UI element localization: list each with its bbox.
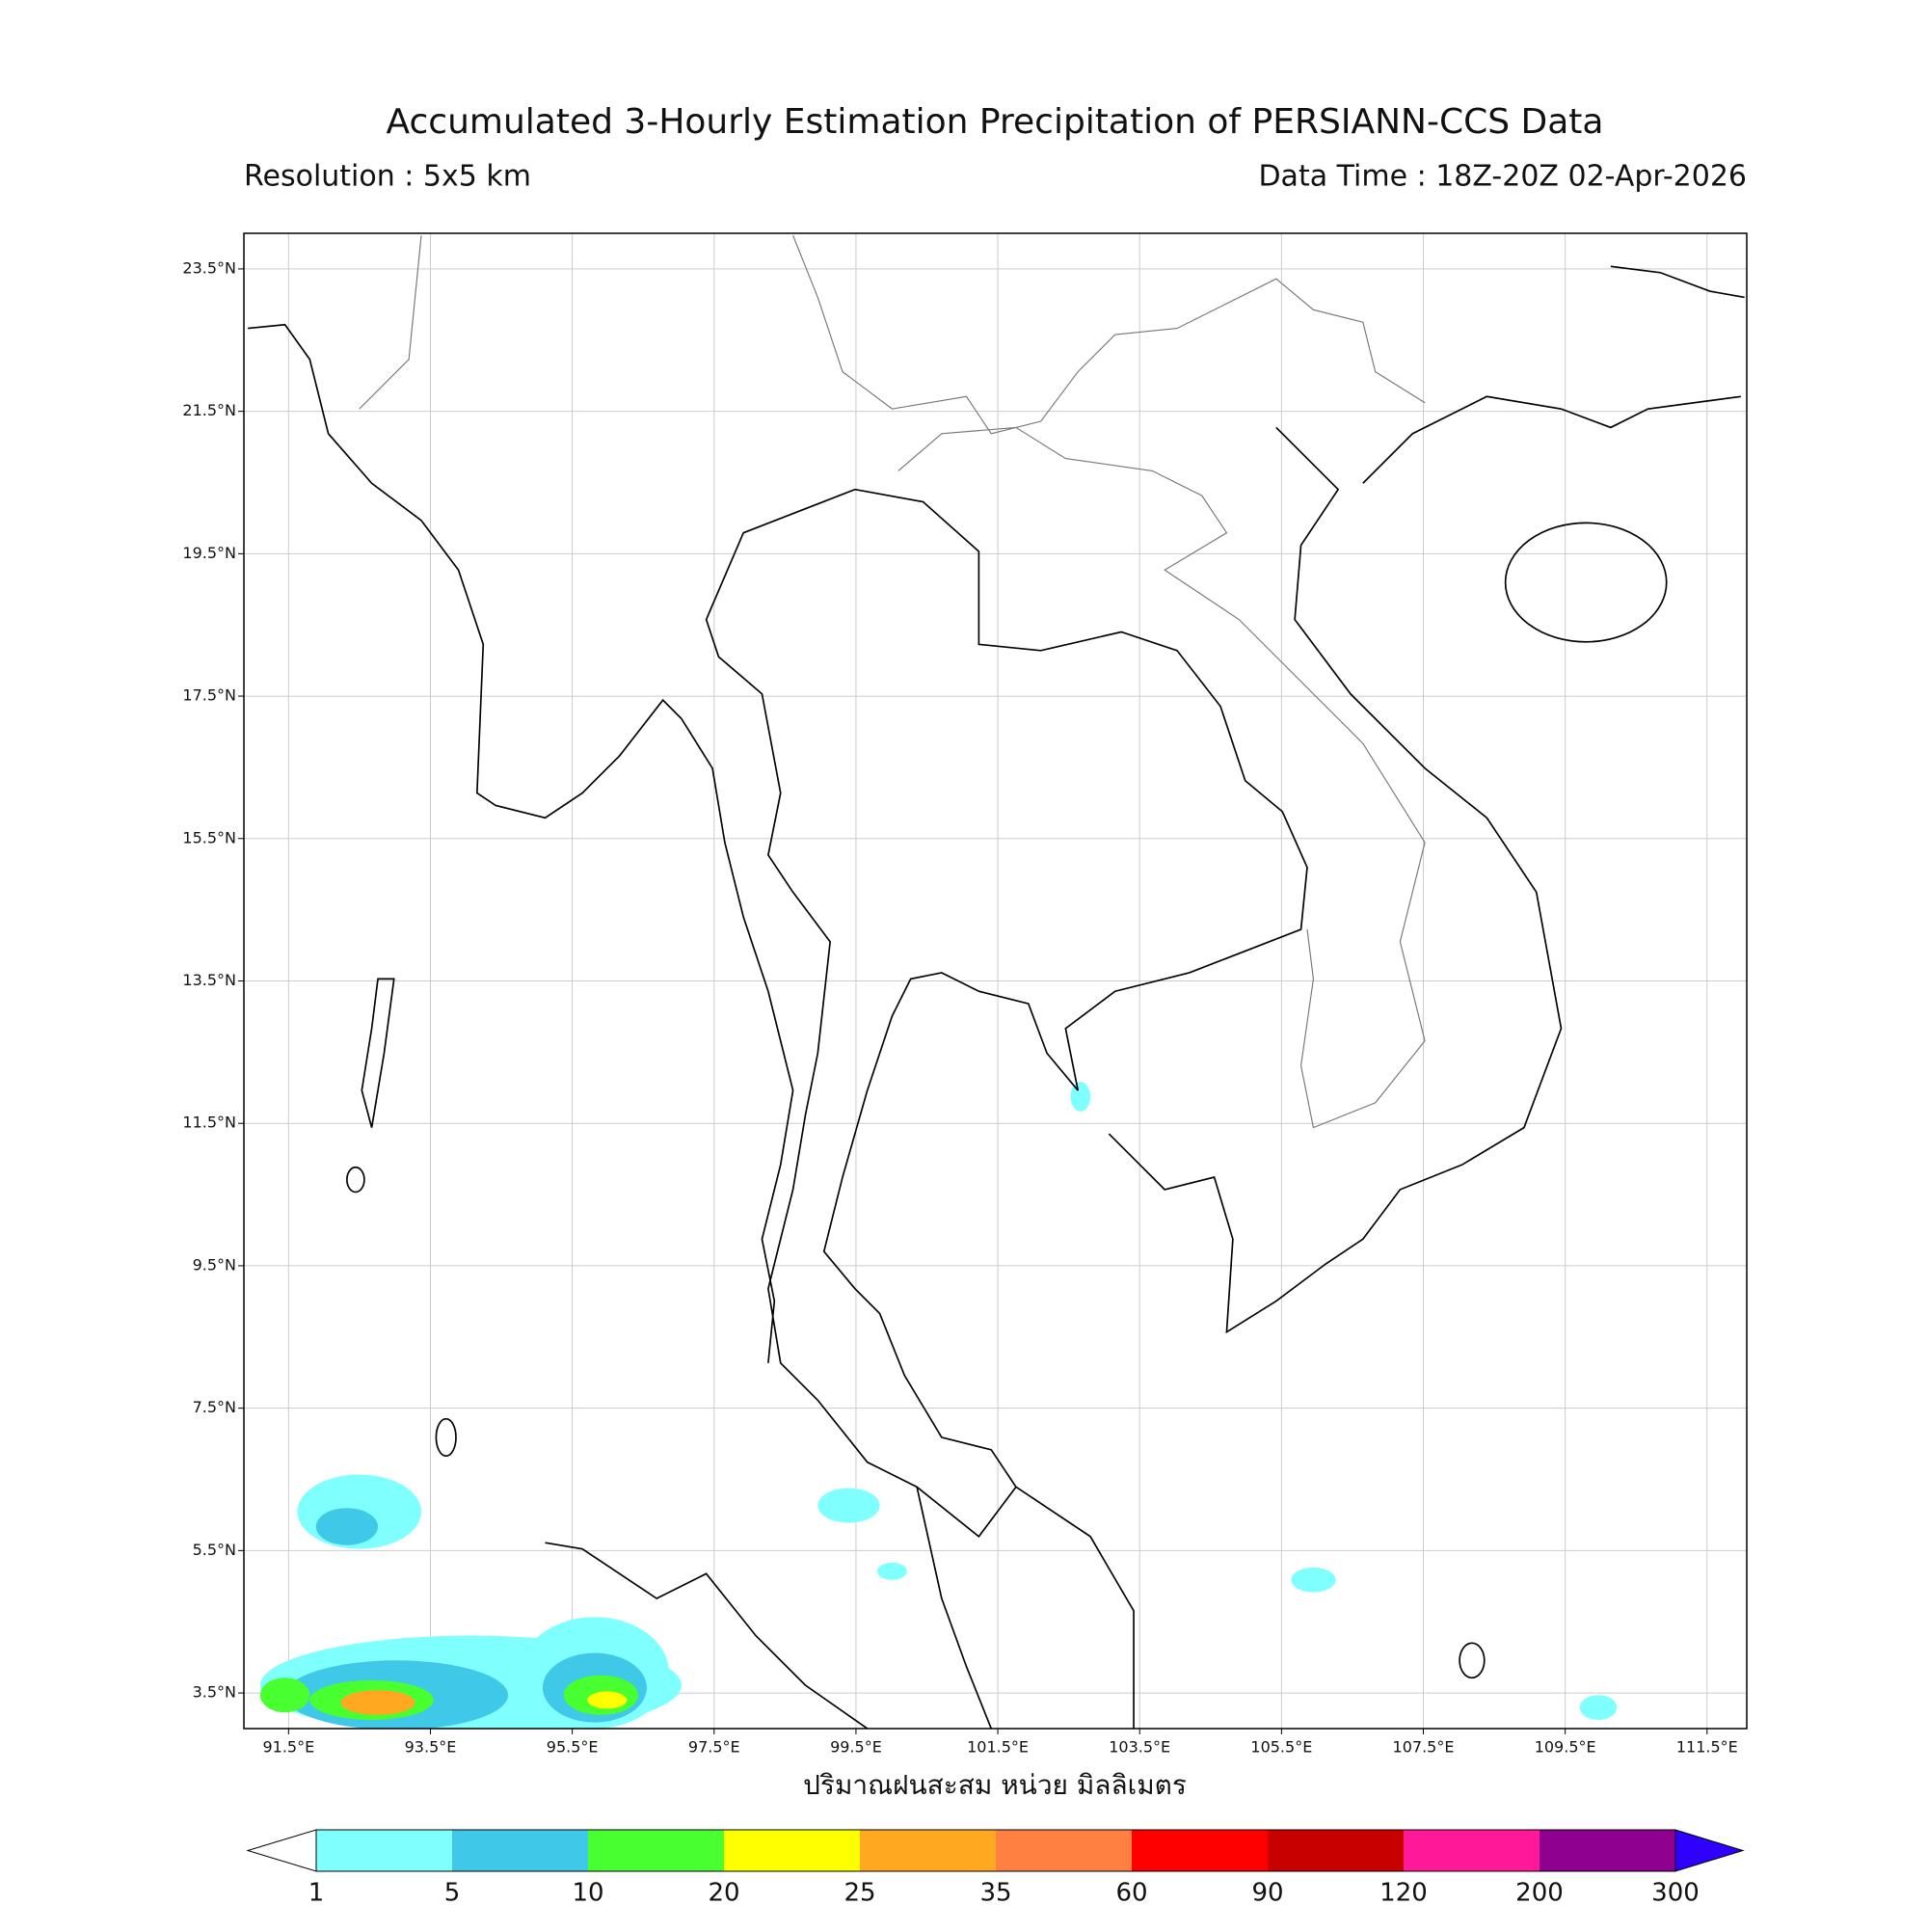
lon-tick-label: 99.5°E: [830, 1738, 882, 1757]
map-layer: [247, 234, 1745, 1729]
colorbar-under: [246, 1829, 317, 1872]
lon-tick-label: 103.5°E: [1109, 1738, 1170, 1757]
lat-tick-label: 23.5°N: [182, 258, 236, 277]
colorbar-segment: [1404, 1830, 1540, 1871]
x-axis-label: ปริมาณฝนสะสม หน่วย มิลลิเมตร: [803, 1769, 1187, 1801]
colorbar-segment: [316, 1830, 452, 1871]
colorbar-label: 200: [1515, 1879, 1564, 1908]
lat-tick-label: 21.5°N: [182, 401, 236, 419]
precipitation: [259, 1082, 1618, 1729]
data-time: Data Time : 18Z-20Z 02-Apr-2026: [1258, 160, 1747, 194]
lat-tick-label: 11.5°N: [182, 1114, 236, 1132]
colorbar-segment: [724, 1830, 860, 1871]
lat-tick-label: 3.5°N: [193, 1683, 236, 1702]
lon-tick-label: 97.5°E: [688, 1738, 740, 1757]
colorbar-segment: [1268, 1830, 1404, 1871]
grid: [244, 233, 1747, 1729]
colorbar-label: 10: [572, 1879, 603, 1908]
lon-tick-label: 101.5°E: [967, 1738, 1029, 1757]
lat-tick-label: 17.5°N: [182, 686, 236, 705]
colorbar-label: 60: [1115, 1879, 1147, 1908]
colorbar-segment: [1540, 1830, 1675, 1871]
colorbar-segment: [996, 1830, 1132, 1871]
colorbar-label: 90: [1251, 1879, 1283, 1908]
geography: [247, 234, 1745, 1729]
lon-tick-label: 93.5°E: [405, 1738, 457, 1757]
resolution: Resolution : 5x5 km: [244, 160, 531, 194]
lat-tick-label: 7.5°N: [193, 1398, 236, 1416]
lon-tick-label: 111.5°E: [1676, 1738, 1738, 1757]
colorbar-label: 5: [444, 1879, 461, 1908]
colorbar-segment: [860, 1830, 996, 1871]
colorbar-segment: [452, 1830, 588, 1871]
colorbar-label: 20: [708, 1879, 739, 1908]
colorbar-label: 1: [308, 1879, 325, 1908]
lat-tick-label: 19.5°N: [182, 544, 236, 562]
lat-tick-label: 13.5°N: [182, 971, 236, 989]
title: Accumulated 3-Hourly Estimation Precipit…: [387, 102, 1604, 142]
colorbar-label: 25: [844, 1879, 875, 1908]
colorbar: 1 5 10 20 25 35 60 90 120 200 300: [246, 1829, 1745, 1908]
lon-tick-label: 109.5°E: [1535, 1738, 1596, 1757]
lon-tick-label: 91.5°E: [262, 1738, 314, 1757]
lat-tick-label: 15.5°N: [182, 828, 236, 846]
colorbar-over: [1674, 1829, 1745, 1872]
colorbar-segment: [1132, 1830, 1268, 1871]
colorbar-label: 120: [1379, 1879, 1428, 1908]
colorbar-frame: [315, 1829, 1676, 1872]
colorbar-segment: [588, 1830, 724, 1871]
colorbar-label: 35: [979, 1879, 1011, 1908]
lat-tick-label: 5.5°N: [193, 1541, 236, 1559]
lon-tick-label: 95.5°E: [547, 1738, 599, 1757]
colorbar-label: 300: [1651, 1879, 1700, 1908]
lon-tick-label: 107.5°E: [1393, 1738, 1455, 1757]
lat-tick-label: 9.5°N: [193, 1255, 236, 1274]
lon-tick-label: 105.5°E: [1250, 1738, 1312, 1757]
